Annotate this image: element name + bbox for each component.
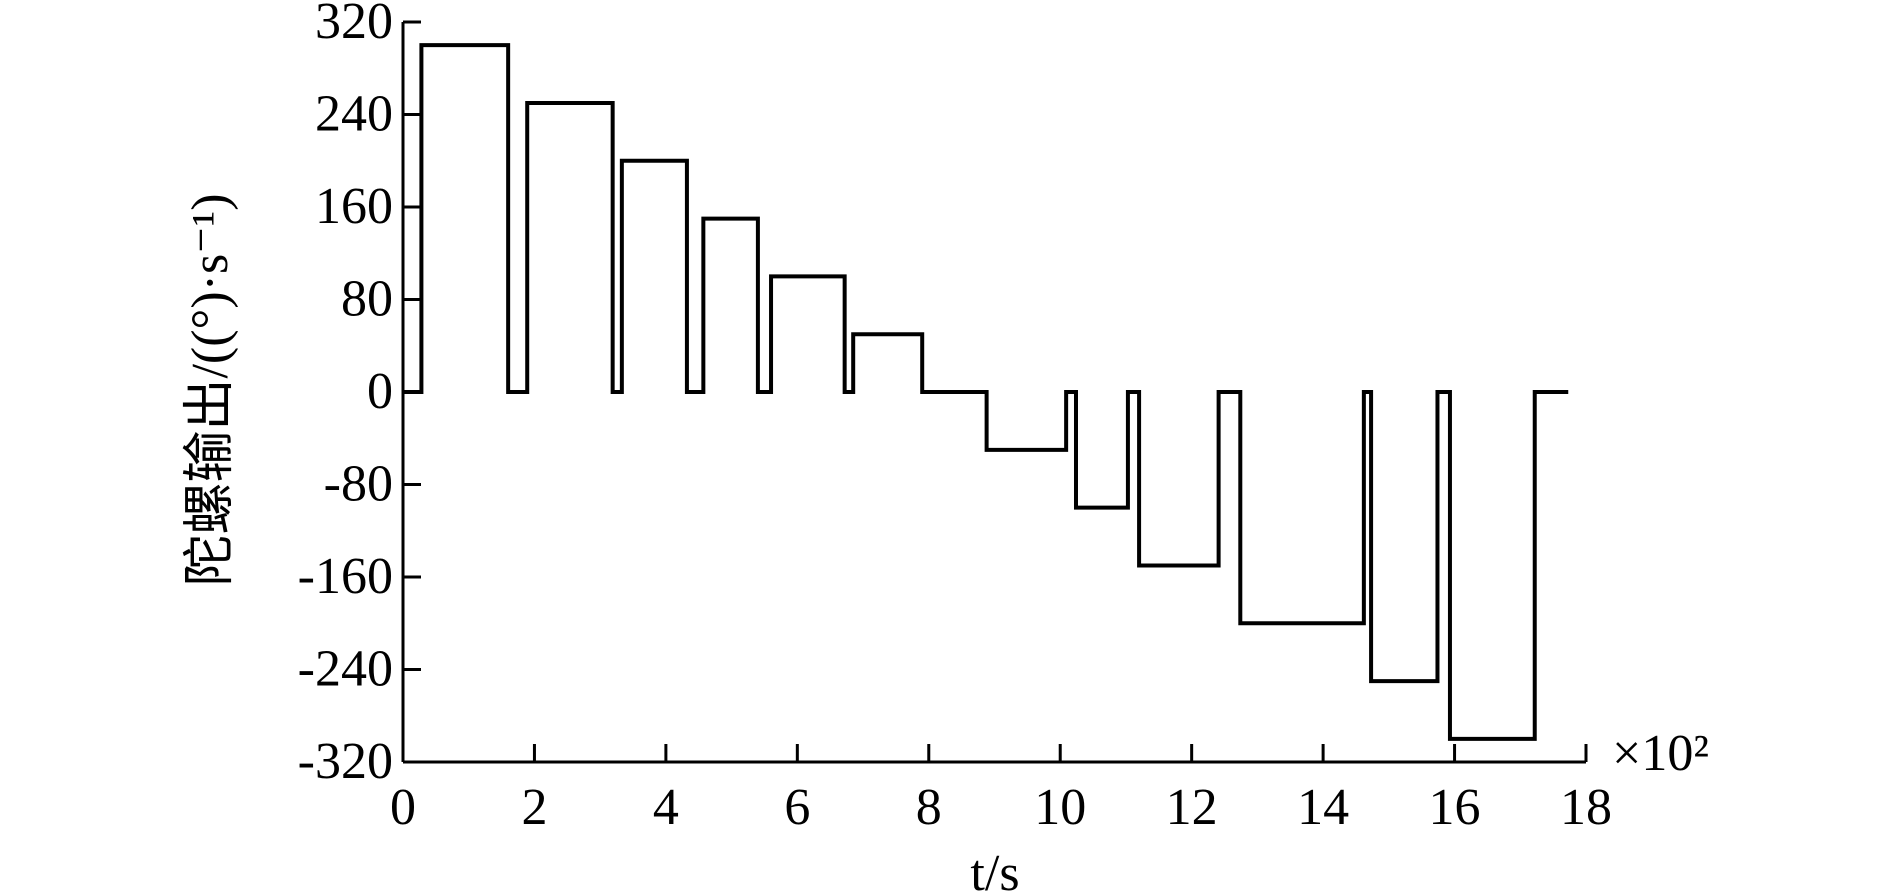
y-tick-label: -160	[298, 548, 393, 605]
x-axis-label: t/s	[970, 845, 1019, 893]
y-tick-label: 0	[367, 363, 393, 420]
x-tick-label: 0	[390, 779, 416, 836]
x-tick-label: 16	[1429, 779, 1481, 836]
x-tick-label: 4	[653, 779, 679, 836]
x-multiplier: ×10²	[1612, 725, 1709, 782]
y-tick-label: -80	[324, 455, 393, 512]
x-tick-label: 6	[784, 779, 810, 836]
x-tick-label: 2	[521, 779, 547, 836]
y-tick-label: 240	[315, 85, 393, 142]
x-tick-label: 10	[1034, 779, 1086, 836]
y-axis-label: 陀螺输出/((°)·s⁻¹)	[182, 193, 239, 586]
y-tick-label: -320	[298, 733, 393, 790]
x-tick-label: 12	[1166, 779, 1218, 836]
y-tick-label: -240	[298, 640, 393, 697]
y-tick-label: 160	[315, 178, 393, 235]
x-tick-label: 18	[1560, 779, 1612, 836]
x-tick-label: 14	[1297, 779, 1349, 836]
y-tick-label: 80	[341, 270, 393, 327]
data-line	[403, 43, 1569, 741]
x-tick-label: 8	[916, 779, 942, 836]
y-tick-label: 320	[315, 0, 393, 50]
